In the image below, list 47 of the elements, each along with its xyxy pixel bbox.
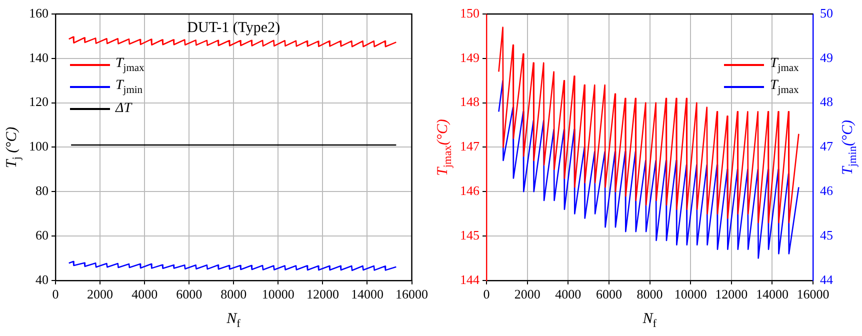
- y-tick-label: 150: [460, 5, 480, 20]
- x-tick-label: 2000: [514, 286, 540, 302]
- x-tick-label: 10000: [674, 286, 707, 302]
- y-tick-label: 149: [460, 50, 480, 65]
- x-tick-label: 16000: [396, 286, 428, 302]
- y-tick-label: 147: [460, 138, 480, 154]
- y-tick-label: 145: [460, 227, 480, 242]
- x-tick-label: 12000: [715, 286, 748, 302]
- y-tick-label: 100: [29, 138, 48, 154]
- legend-label: T$_{jmin}$: [116, 78, 143, 96]
- y2-tick-label: 47: [820, 138, 834, 154]
- y2-tick-label: 46: [820, 183, 834, 198]
- x-tick-label: 10000: [262, 286, 294, 302]
- legend-label: T$_{jmax}$: [770, 56, 799, 74]
- y2-tick-label: 45: [820, 227, 833, 242]
- x-tick-label: 2000: [87, 286, 114, 302]
- y-tick-label: 148: [460, 94, 480, 110]
- legend-label: ΔT: [116, 101, 132, 116]
- y-tick-label: 40: [36, 272, 48, 287]
- legend-label: T$_{jmax}$: [116, 56, 144, 74]
- x-tick-label: 12000: [306, 286, 339, 302]
- y2-tick-label: 48: [820, 94, 833, 110]
- y-tick-label: 144: [460, 272, 480, 287]
- y-tick-label: 80: [36, 183, 48, 198]
- x-tick-label: 6000: [176, 286, 202, 302]
- y-tick-label: 146: [460, 183, 480, 198]
- y-tick-label: 60: [36, 227, 48, 242]
- y2-tick-label: 44: [820, 272, 834, 287]
- x-axis-title: N$_{f}$: [642, 310, 657, 330]
- x-tick-label: 14000: [350, 286, 384, 302]
- x-tick-label: 4000: [555, 286, 582, 302]
- x-tick-label: 8000: [220, 286, 247, 302]
- chart-title: DUT-1 (Type2): [187, 20, 280, 37]
- x-tick-label: 8000: [636, 286, 663, 302]
- y-tick-label: 140: [29, 50, 48, 65]
- x-tick-label: 6000: [596, 286, 622, 302]
- y2-tick-label: 50: [820, 5, 833, 20]
- y-tick-label: 160: [29, 5, 48, 20]
- y-tick-label: 120: [29, 94, 48, 110]
- legend-label: T$_{jmax}$: [770, 78, 799, 96]
- y2-tick-label: 49: [820, 50, 833, 65]
- x-tick-label: 4000: [132, 286, 158, 302]
- x-tick-label: 14000: [756, 286, 788, 302]
- x-axis-title: N$_{f}$: [226, 310, 240, 330]
- x-tick-label: 0: [52, 286, 59, 302]
- x-tick-label: 16000: [796, 286, 830, 302]
- x-tick-label: 0: [483, 286, 490, 302]
